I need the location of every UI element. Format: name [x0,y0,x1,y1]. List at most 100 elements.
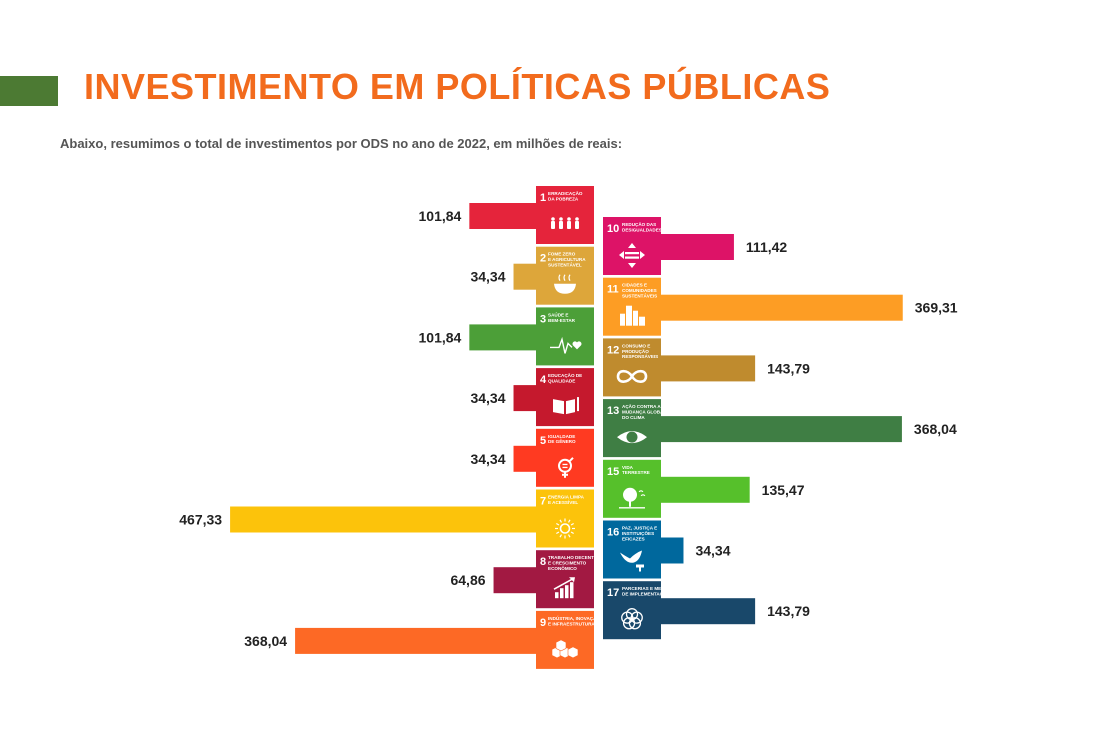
sdg-label-7-2: E ACESSÍVEL [548,498,578,505]
sdg-number-1: 1 [540,192,546,204]
sdg-label-4-2: QUALIDADE [548,379,575,384]
sdg-number-10: 10 [607,223,619,235]
sdg-label-10-1: REDUÇÃO DAS [622,221,656,227]
value-label-sdg-15: 135,47 [762,482,805,498]
sdg-tile-17 [603,581,661,640]
sdg-label-3-2: BEM-ESTAR [548,318,576,323]
book-icon [553,397,579,415]
value-label-sdg-10: 111,42 [746,239,787,255]
value-label-sdg-4: 34,34 [470,390,505,406]
tree-icon [619,487,646,509]
sdg-tile-16 [603,520,661,579]
heartbeat-icon [550,336,582,354]
sdg-number-15: 15 [607,466,619,478]
bowl-icon [554,274,576,294]
value-label-sdg-5: 34,34 [470,451,505,467]
sdg-label-10-2: DESIGUALDADES [622,227,662,232]
dove-gavel-icon [620,550,644,572]
value-label-sdg-1: 101,84 [419,208,462,224]
sdg-label-11-3: SUSTENTÁVEIS [622,293,657,299]
sdg-label-8-3: ECONÔMICO [548,564,577,571]
sdg-number-13: 13 [607,405,619,417]
sdg-tile-12 [603,338,661,397]
bar-sdg-3 [469,324,536,351]
sdg-label-17-1: PARCERIAS E MEIOS [622,586,669,591]
bar-sdg-4 [513,385,536,412]
accent-block [0,76,58,106]
people-icon [551,217,579,229]
value-label-sdg-11: 369,31 [915,300,958,316]
sdg-label-12-1: CONSUMO E [622,343,650,348]
sdg-number-7: 7 [540,496,546,508]
sdg-label-9-2: E INFRAESTRUTURA [548,621,595,626]
equality-icon [619,243,645,268]
sdg-label-11-1: CIDADES E [622,283,647,288]
eye-globe-icon [617,431,647,444]
bar-sdg-10 [661,234,734,260]
bar-sdg-8 [493,567,536,594]
value-label-sdg-17: 143,79 [767,603,810,619]
sdg-label-17-2: DE IMPLEMENTAÇÃO [622,591,670,597]
sdg-label-13-1: AÇÃO CONTRA A [622,403,661,409]
sdg-label-9-1: INDÚSTRIA, INOVAÇÃO [548,615,600,621]
sdg-number-16: 16 [607,527,619,539]
bar-sdg-2 [513,263,536,290]
value-label-sdg-3: 101,84 [419,329,462,345]
sdg-label-2-1: FOME ZERO [548,252,576,257]
sdg-tile-9 [536,610,594,669]
city-icon [620,305,645,326]
sun-power-icon [555,518,575,539]
sdg-label-1-2: DA POBREZA [548,196,579,201]
sdg-label-12-3: RESPONSÁVEIS [622,353,658,359]
value-label-sdg-2: 34,34 [470,269,505,285]
sdg-label-3-1: SAÚDE E [548,311,568,317]
rings-icon [621,608,643,630]
sdg-number-17: 17 [607,587,619,599]
sdg-label-2-3: SUSTENTÁVEL [548,262,582,268]
sdg-label-16-3: EFICAZES [622,536,645,541]
page-subtitle: Abaixo, resumimos o total de investiment… [60,136,623,151]
bar-sdg-11 [661,294,903,321]
sdg-tile-3 [536,307,594,366]
sdg-number-2: 2 [540,253,546,265]
sdg-label-7-1: ENERGIA LIMPA [548,495,585,500]
sdg-label-2-2: E AGRICULTURA [548,257,586,262]
sdg-label-8-2: E CRESCIMENTO [548,561,587,566]
value-label-sdg-12: 143,79 [767,360,810,376]
sdg-label-12-2: PRODUÇÃO [622,348,649,354]
gender-icon [558,457,574,478]
sdg-number-4: 4 [540,374,547,386]
value-label-sdg-13: 368,04 [914,421,957,437]
sdg-tile-8 [536,550,594,609]
sdg-tile-4 [536,368,594,427]
sdg-number-5: 5 [540,435,546,447]
value-label-sdg-9: 368,04 [244,633,287,649]
bar-sdg-1 [469,203,536,229]
bar-sdg-16 [661,537,684,564]
bar-sdg-7 [230,506,536,533]
bar-sdg-9 [295,627,536,654]
page-title: INVESTIMENTO EM POLÍTICAS PÚBLICAS [84,66,831,107]
value-label-sdg-8: 64,86 [450,572,485,588]
bar-sdg-17 [661,598,756,625]
bar-sdg-13 [661,416,902,443]
sdg-number-3: 3 [540,313,546,325]
value-label-sdg-7: 467,33 [179,512,222,528]
sdg-tile-1 [536,186,594,244]
